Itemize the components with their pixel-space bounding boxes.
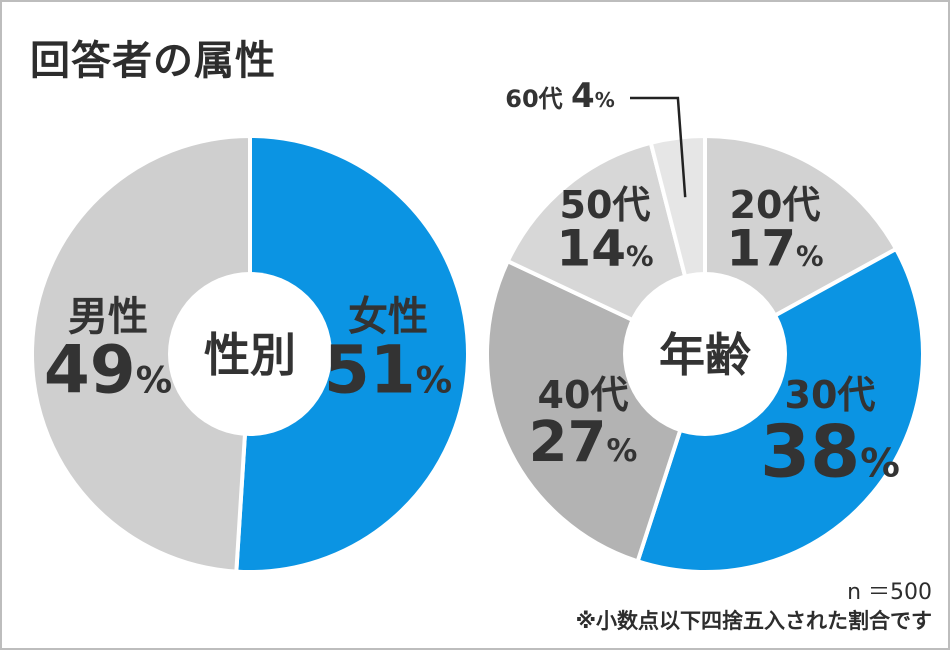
gender-male-label: 男性 xyxy=(68,294,148,340)
gender-male-value: 49% xyxy=(44,332,172,409)
gender-female-value: 51% xyxy=(324,332,452,409)
gender-center-hole xyxy=(168,272,332,436)
age-20s-label: 20代 xyxy=(730,183,821,227)
age-40s-value: 27% xyxy=(529,410,638,475)
age-20s-value: 17% xyxy=(726,220,823,278)
page-title: 回答者の属性 xyxy=(30,38,276,84)
age-60s-leader-line xyxy=(630,96,687,198)
gender-center-label: 性別 xyxy=(204,328,296,382)
age-50s-label: 50代 xyxy=(560,183,651,227)
age-center-label: 年齢 xyxy=(659,328,751,382)
age-40s-label: 40代 xyxy=(538,373,629,417)
age-slice-1 xyxy=(635,246,925,574)
gender-female-label: 女性 xyxy=(348,294,428,340)
rounding-note: ※小数点以下四捨五入された割合です xyxy=(575,609,932,633)
age-30s-label: 30代 xyxy=(785,373,876,417)
age-50s-value: 14% xyxy=(556,220,653,278)
age-center-hole xyxy=(623,272,787,436)
age-60s-label: 60代 4% xyxy=(505,76,614,116)
age-30s-value: 38% xyxy=(760,409,900,493)
sample-size-note: n ＝500 xyxy=(847,580,932,605)
gender-slice-1 xyxy=(29,133,252,574)
gender-slice-0 xyxy=(234,133,470,574)
